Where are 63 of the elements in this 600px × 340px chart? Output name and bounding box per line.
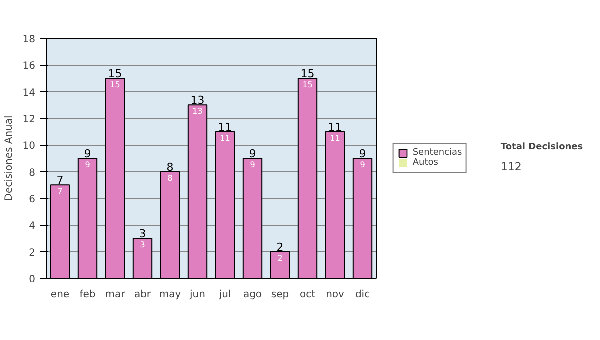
total-label: 11 xyxy=(218,120,232,134)
total-label: 15 xyxy=(108,68,122,80)
x-tick-label: abr xyxy=(134,290,152,300)
bar xyxy=(160,171,180,278)
total-label: 8 xyxy=(166,160,174,174)
y-tick-label: 2 xyxy=(29,248,36,259)
total-label: 15 xyxy=(300,68,315,80)
x-tick-label: ago xyxy=(243,290,262,300)
text: Total Decisiones xyxy=(500,142,584,152)
bar xyxy=(132,238,153,278)
data-label: 15 xyxy=(302,80,313,90)
total-label: 9 xyxy=(84,148,92,160)
y-tick-label: 18 xyxy=(22,34,36,46)
total-label: 3 xyxy=(139,228,146,240)
data-label: 8 xyxy=(168,174,173,183)
text: 112 xyxy=(500,160,522,174)
data-label: 11 xyxy=(330,134,340,143)
y-tick-label: 6 xyxy=(29,194,36,206)
data-label: 15 xyxy=(110,80,120,90)
y-tick-label: 4 xyxy=(29,221,36,232)
bar xyxy=(352,158,373,278)
total-label: 11 xyxy=(328,120,342,134)
y-tick-label: 12 xyxy=(22,114,36,126)
total-label: 2 xyxy=(276,240,284,254)
x-tick-label: dic xyxy=(355,290,370,300)
bar xyxy=(215,131,236,278)
data-label: 13 xyxy=(192,107,203,116)
y-tick-label: 0 xyxy=(29,274,36,286)
x-tick-label: jun xyxy=(189,290,206,300)
data-label: 9 xyxy=(85,160,90,170)
x-tick-label: mar xyxy=(105,290,126,300)
total-label: 9 xyxy=(249,148,256,160)
data-label: 9 xyxy=(250,160,256,170)
bar xyxy=(325,131,346,278)
bar xyxy=(242,158,263,278)
x-tick-label: feb xyxy=(80,290,96,300)
bar xyxy=(270,251,290,278)
y-tick-label: 14 xyxy=(22,88,36,99)
bar xyxy=(188,104,208,278)
total-label: 13 xyxy=(190,94,205,108)
data-label: 3 xyxy=(140,240,146,250)
y-tick-label: 16 xyxy=(22,61,36,72)
total-label: 7 xyxy=(56,174,64,188)
x-tick-label: may xyxy=(159,290,182,300)
y-tick-label: 8 xyxy=(29,168,36,179)
total-label: 9 xyxy=(359,148,366,160)
data-label: 11 xyxy=(220,134,230,143)
y-axis-title: Decisiones Anual xyxy=(4,116,15,202)
legend-label: Sentencias xyxy=(412,148,462,158)
bar xyxy=(78,158,98,278)
data-label: 2 xyxy=(278,254,283,263)
x-tick-label: oct xyxy=(300,290,316,300)
x-tick-label: nov xyxy=(326,290,345,300)
y-tick-label: 10 xyxy=(22,141,36,152)
bar xyxy=(298,78,318,278)
x-tick-label: jul xyxy=(218,290,232,300)
legend-label: Autos xyxy=(412,158,438,168)
bar xyxy=(105,78,126,278)
bar xyxy=(50,184,70,278)
x-tick-label: sep xyxy=(271,290,290,300)
data-label: 7 xyxy=(58,187,63,196)
data-label: 9 xyxy=(360,160,366,170)
x-tick-label: ene xyxy=(50,290,70,300)
